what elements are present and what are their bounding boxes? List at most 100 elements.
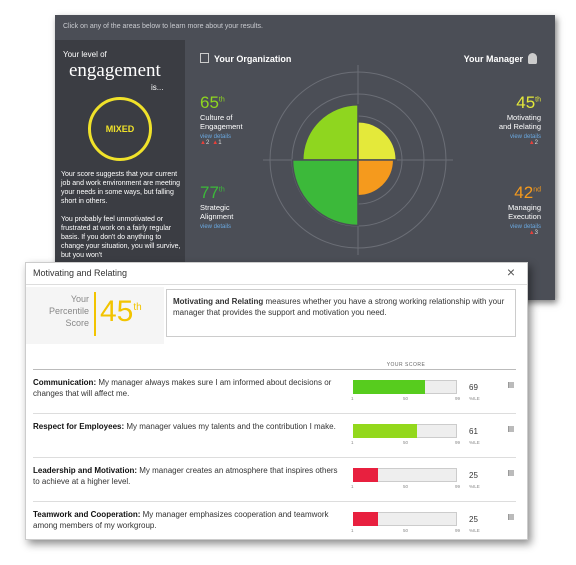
- flag-icon[interactable]: [508, 470, 514, 476]
- alert-icon: ▲: [212, 140, 219, 146]
- percentile-label-line: Percentile: [48, 306, 89, 316]
- scale-label: 1: [351, 440, 354, 445]
- description-term: Motivating and Relating: [173, 297, 264, 306]
- scale-label: 99: [455, 396, 461, 401]
- score-suffix: nd: [533, 186, 541, 194]
- headline: engagement: [69, 60, 161, 81]
- quadrant-name: and Relating: [498, 122, 541, 131]
- alert-count: 1: [218, 140, 222, 146]
- flag-icon[interactable]: [508, 382, 514, 388]
- description: Motivating and Relating measures whether…: [166, 289, 516, 337]
- quadrant-wedge: [301, 103, 359, 161]
- score-suffix: th: [218, 186, 225, 194]
- detail-modal: Motivating and Relating × Your Percentile…: [25, 262, 528, 540]
- view-details-link[interactable]: view details: [509, 224, 541, 230]
- row-text: Teamwork and Cooperation: My manager emp…: [33, 509, 338, 531]
- organization-title: Your Organization: [200, 53, 291, 64]
- view-details-link[interactable]: view details: [509, 134, 541, 140]
- score-value: 65: [200, 93, 219, 112]
- person-icon: [528, 53, 537, 64]
- score-suffix: th: [535, 96, 541, 104]
- quadrant-label: 45th Motivating and Relating view details ▲2: [451, 93, 541, 146]
- manager-title-text: Your Manager: [463, 54, 523, 64]
- score-bar: [353, 468, 379, 482]
- results-panel: Click on any of the areas below to learn…: [55, 15, 555, 300]
- score-bar: [353, 424, 417, 438]
- score-value: 61: [469, 427, 478, 436]
- score-unit: %ILE: [469, 396, 480, 401]
- quadrant-score: 65th: [200, 93, 290, 113]
- view-details-link[interactable]: view details: [200, 224, 232, 230]
- close-button[interactable]: ×: [506, 264, 515, 280]
- score-unit: %ILE: [469, 528, 480, 533]
- percentile-score: 45th: [100, 295, 142, 329]
- row-description: My manager emphasizes cooperation and te…: [33, 510, 329, 530]
- engagement-badge: MIXED: [88, 97, 152, 161]
- score-bar: [353, 380, 426, 394]
- quadrant-label: 42nd Managing Execution view details ▲3: [451, 183, 541, 236]
- quadrant-label: 65th Culture of Engagement view details ▲2 ▲1: [200, 93, 290, 146]
- scale-label: 1: [351, 396, 354, 401]
- row-divider: [33, 501, 516, 502]
- percentile-suffix: th: [133, 302, 142, 313]
- scale-label: 99: [455, 484, 461, 489]
- quadrant-name: Culture of: [200, 113, 233, 122]
- divider: [33, 369, 516, 370]
- ellipsis: is...: [151, 83, 164, 92]
- flag-icon[interactable]: [508, 426, 514, 432]
- score-value: 77: [200, 183, 219, 202]
- alert-icon: ▲: [200, 140, 206, 146]
- quadrant-name: Strategic: [200, 203, 230, 212]
- quadrant-label: 77th Strategic Alignment view details: [200, 183, 290, 230]
- scale-label: 99: [455, 528, 461, 533]
- quadrant-name: Execution: [508, 212, 541, 221]
- manager-title: Your Manager: [464, 53, 537, 64]
- paragraph: Your score suggests that your current jo…: [61, 171, 181, 205]
- scale-label: 50: [403, 528, 409, 533]
- alert-count: 3: [534, 230, 538, 236]
- row-description: My manager always makes sure I am inform…: [33, 378, 332, 398]
- scale-label: 50: [403, 484, 409, 489]
- score-bar: [353, 512, 379, 526]
- percentile-label-line: Your: [70, 294, 89, 304]
- quadrant-name: Motivating: [506, 113, 541, 122]
- row-divider: [33, 457, 516, 458]
- row-term: Respect for Employees:: [33, 422, 125, 431]
- percentile-label: Your Percentile Score: [49, 293, 89, 329]
- score-unit: %ILE: [469, 484, 480, 489]
- row-description: My manager values my talents and the con…: [124, 422, 336, 431]
- quadrant-wedge: [357, 120, 398, 161]
- separator: [94, 292, 96, 336]
- view-details-link[interactable]: view details: [200, 134, 232, 140]
- quadrant-name: Engagement: [200, 122, 243, 131]
- quadrant-wedge: [357, 159, 395, 197]
- modal-title: Motivating and Relating: [33, 268, 128, 278]
- alerts: ▲3: [451, 230, 541, 236]
- row-term: Leadership and Motivation:: [33, 466, 138, 475]
- organization-title-text: Your Organization: [214, 54, 292, 64]
- quadrant-score: 77th: [200, 183, 290, 203]
- description-text: measures whether you have a strong worki…: [173, 297, 505, 317]
- scale-label: 50: [403, 396, 409, 401]
- row-divider: [33, 413, 516, 414]
- sidebar: Your level of engagement is... MIXED You…: [55, 40, 185, 300]
- score-value: 69: [469, 383, 478, 392]
- quadrant-name: Managing: [508, 203, 541, 212]
- paragraph: You probably feel unmotivated or frustra…: [61, 216, 181, 259]
- score-unit: %ILE: [469, 440, 480, 445]
- alert-count: 2: [534, 140, 538, 146]
- row-text: Communication: My manager always makes s…: [33, 377, 338, 399]
- radial-chart: [263, 65, 453, 255]
- score-suffix: th: [218, 96, 225, 104]
- scale-label: 1: [351, 528, 354, 533]
- instruction: Click on any of the areas below to learn…: [63, 23, 263, 30]
- row-text: Respect for Employees: My manager values…: [33, 421, 338, 432]
- percentile-label-line: Score: [65, 318, 89, 328]
- flag-icon[interactable]: [508, 514, 514, 520]
- score-value: 45: [516, 93, 536, 112]
- score-value: 25: [469, 471, 478, 480]
- score-value: 42: [514, 183, 534, 202]
- row-term: Communication:: [33, 378, 97, 387]
- row-text: Leadership and Motivation: My manager cr…: [33, 465, 338, 487]
